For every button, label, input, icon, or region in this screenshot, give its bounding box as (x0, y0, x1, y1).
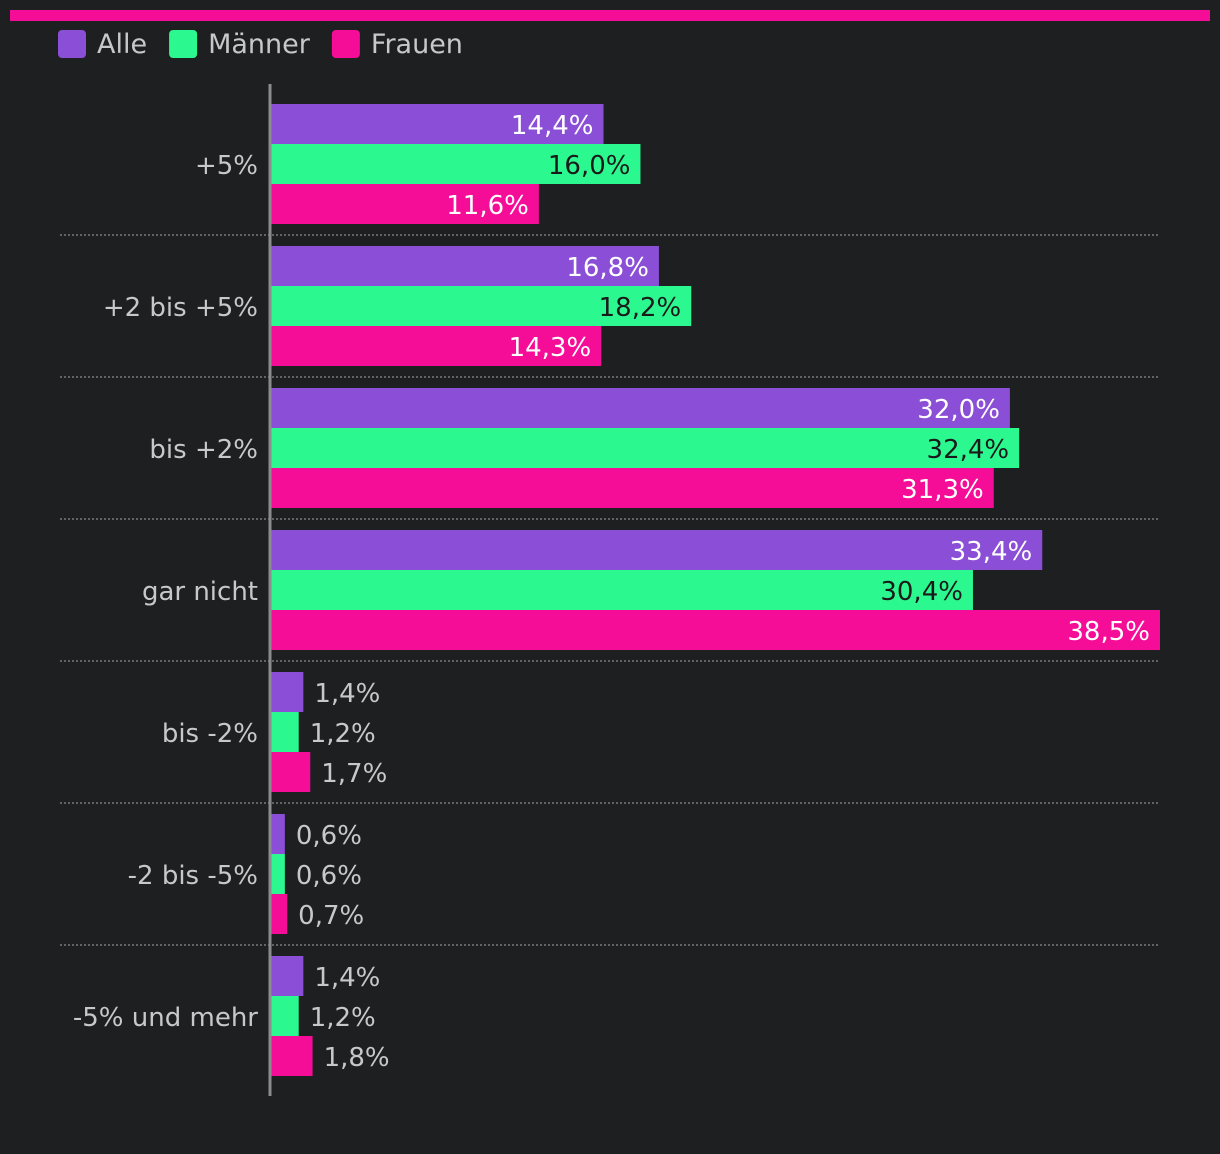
legend-swatch-alle (58, 30, 86, 58)
data-label-frauen-2-bis-5: 14,3% (509, 333, 592, 363)
data-label-frauen-bis-2: 31,3% (901, 475, 984, 505)
data-label-frauen-5-und-mehr: 1,8% (324, 1043, 390, 1073)
data-label-männer-2-bis-5: 0,6% (296, 861, 362, 891)
data-label-frauen-2-bis-5: 0,7% (298, 901, 364, 931)
bar-frauen-bis-2 (271, 752, 311, 792)
category-label-5-und-mehr: -5% und mehr (73, 1003, 258, 1033)
bar-alle-5-und-mehr (271, 956, 304, 996)
category-label-gar-nicht: gar nicht (142, 577, 258, 607)
data-label-alle-2-bis-5: 16,8% (566, 253, 649, 283)
category-separators (60, 234, 1160, 946)
data-label-männer-bis-2: 32,4% (927, 435, 1010, 465)
bar-männer-bis-2 (271, 712, 299, 752)
category-labels: +5% +2 bis +5% bis +2% gar nicht bis -2% -2 b… (73, 151, 258, 1033)
legend-label-frauen: Frauen (371, 29, 463, 60)
bar-frauen-bis-2 (271, 468, 994, 508)
bar-alle-2-bis-5 (271, 814, 285, 854)
legend-label-männer: Männer (208, 29, 311, 60)
data-label-männer-bis-2: 1,2% (310, 719, 376, 749)
category-label-2-bis-5: -2 bis -5% (128, 861, 258, 891)
category-label-bis-2: bis +2% (149, 435, 258, 465)
data-label-alle-5-und-mehr: 1,4% (314, 963, 380, 993)
legend-swatch-männer (169, 30, 198, 58)
top-accent-bar (10, 10, 1210, 21)
legend-item-männer: Männer (169, 29, 311, 60)
legend-item-frauen: Frauen (331, 29, 463, 60)
bar-männer-5-und-mehr (271, 996, 299, 1036)
bar-männer-bis-2 (271, 428, 1020, 468)
bar-alle-bis-2 (271, 388, 1010, 428)
legend-swatch-frauen (331, 30, 360, 58)
bar-group-2-bis-5: 16,8% 18,2%14,3% (271, 246, 692, 366)
data-label-alle-5: 14,4% (511, 111, 594, 141)
data-label-männer-5: 16,0% (548, 151, 631, 181)
bar-group-5-und-mehr: 1,4% 1,2% 1,8% (271, 956, 390, 1076)
bar-group-bis-2: 1,4% 1,2% 1,7% (271, 672, 387, 792)
legend-item-alle: Alle (58, 29, 147, 60)
bar-männer-gar-nicht (271, 570, 973, 610)
bar-männer-2-bis-5 (271, 854, 285, 894)
bar-alle-5 (271, 104, 604, 144)
bar-group-5: 14,4% 16,0% 11,6% (271, 104, 641, 224)
bar-group-gar-nicht: 33,4% 30,4% 38,5% (271, 530, 1160, 650)
data-label-frauen-5: 11,6% (446, 191, 529, 221)
bar-group-bis-2: 32,0% 32,4% 31,3% (271, 388, 1020, 508)
bar-alle-2-bis-5 (271, 246, 659, 286)
data-label-alle-2-bis-5: 0,6% (296, 821, 362, 851)
bar-männer-2-bis-5 (271, 286, 692, 326)
bar-alle-gar-nicht (271, 530, 1043, 570)
bar-group-2-bis-5: 0,6% 0,6% 0,7% (271, 814, 364, 934)
data-label-alle-gar-nicht: 33,4% (950, 537, 1033, 567)
bar-frauen-gar-nicht (271, 610, 1160, 650)
bar-frauen-5-und-mehr (271, 1036, 313, 1076)
data-label-männer-2-bis-5: 18,2% (599, 293, 682, 323)
data-label-frauen-bis-2: 1,7% (321, 759, 387, 789)
bar-frauen-2-bis-5 (271, 326, 602, 366)
bar-frauen-2-bis-5 (271, 894, 288, 934)
category-label-5: +5% (195, 151, 258, 181)
legend: Alle Männer Frauen (58, 29, 463, 60)
data-label-männer-gar-nicht: 30,4% (880, 577, 963, 607)
legend-label-alle: Alle (97, 29, 147, 60)
data-label-alle-bis-2: 32,0% (917, 395, 1000, 425)
bars: 14,4% 16,0% 11,6% 16,8% 18,2%14,3% 32,0% 32,4%… (271, 104, 1160, 1076)
bar-alle-bis-2 (271, 672, 304, 712)
bar-männer-5 (271, 144, 641, 184)
category-label-2-bis-5: +2 bis +5% (103, 293, 258, 323)
data-label-frauen-gar-nicht: 38,5% (1067, 617, 1150, 647)
category-label-bis-2: bis -2% (162, 719, 258, 749)
data-label-männer-5-und-mehr: 1,2% (310, 1003, 376, 1033)
data-label-alle-bis-2: 1,4% (314, 679, 380, 709)
bar-frauen-5 (271, 184, 539, 224)
